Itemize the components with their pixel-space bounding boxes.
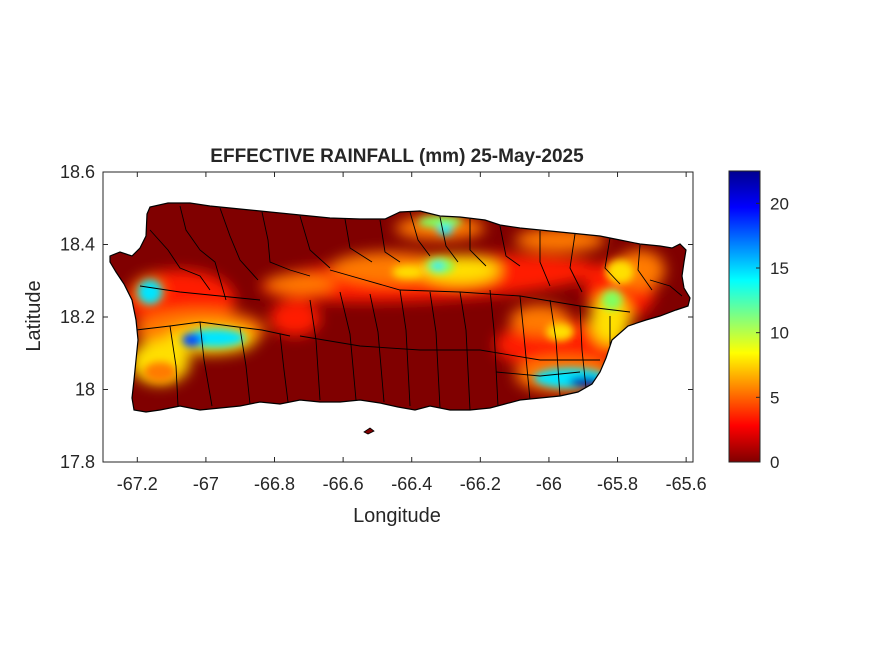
rainfall-patch [418, 216, 462, 228]
municipality-line [399, 289, 411, 407]
x-axis-label: Longitude [353, 505, 441, 527]
municipality-line [604, 237, 621, 285]
municipality-line [344, 218, 373, 263]
y-tick-label: 18.4 [60, 235, 95, 255]
colorbar-tick-label: 0 [770, 453, 779, 472]
y-tick-label: 18.2 [60, 307, 95, 327]
colorbar-gradient [728, 170, 761, 463]
rainfall-patch [546, 323, 574, 341]
colorbar-tick-label: 20 [770, 194, 789, 213]
municipality-line [409, 211, 431, 257]
municipality-line [135, 321, 291, 337]
rainfall-patch [437, 225, 453, 235]
colorbar: 0 5 10 15 20 [728, 170, 789, 472]
rainfall-patch [606, 260, 634, 284]
chart-title: EFFECTIVE RAINFALL (mm) 25-May-2025 [210, 146, 584, 167]
municipality-line [329, 269, 631, 313]
municipality-line [179, 205, 227, 301]
municipality-line [149, 229, 211, 291]
y-tick-label: 18 [75, 380, 95, 400]
municipality-line [469, 219, 487, 267]
municipality-line [637, 244, 653, 291]
rainfall-patch [392, 265, 424, 279]
x-axis-ticks: -67.2 -67 -66.8 -66.6 -66.4 -66.2 -66 -65.8 -65.… [117, 172, 707, 494]
municipality-line [495, 371, 581, 377]
rainfall-patch [270, 300, 320, 336]
municipality-line [219, 207, 259, 281]
municipality-line [299, 215, 331, 269]
cayo-islet [363, 427, 375, 435]
colorbar-tick-label: 10 [770, 324, 789, 343]
x-tick-label: -67.2 [117, 474, 158, 494]
municipality-line [379, 219, 401, 263]
municipality-line [299, 335, 600, 361]
municipality-line [539, 231, 551, 287]
y-tick-label: 18.6 [60, 162, 95, 182]
municipality-boundaries [135, 205, 683, 411]
island-outline [109, 202, 691, 413]
x-tick-label: -66 [536, 474, 562, 494]
municipality-line [499, 225, 521, 267]
municipality-line [519, 295, 531, 401]
municipality-line [239, 327, 251, 405]
rainfall-patch [602, 290, 622, 310]
x-tick-label: -65.8 [597, 474, 638, 494]
municipality-line [489, 289, 499, 407]
municipality-line [569, 233, 583, 293]
municipality-line [139, 285, 261, 301]
municipality-line [429, 291, 441, 409]
y-tick-label: 17.8 [60, 452, 95, 472]
rainfall-patch [144, 362, 176, 382]
municipality-line [279, 333, 289, 403]
municipality-line [169, 325, 179, 407]
y-axis-label: Latitude [23, 280, 45, 351]
municipality-line [261, 211, 311, 277]
colorbar-tick-label: 15 [770, 259, 789, 278]
municipality-line [439, 216, 459, 263]
municipality-line [339, 291, 357, 401]
municipality-line [309, 299, 321, 401]
colorbar-ticks: 0 5 10 15 20 [756, 194, 789, 472]
x-tick-label: -66.6 [323, 474, 364, 494]
municipality-line [199, 321, 213, 407]
x-tick-label: -66.8 [254, 474, 295, 494]
x-tick-label: -66.4 [391, 474, 432, 494]
x-tick-label: -65.6 [666, 474, 707, 494]
municipality-line [579, 305, 587, 389]
x-tick-label: -66.2 [460, 474, 501, 494]
rainfall-patch [265, 274, 335, 294]
x-tick-label: -67 [193, 474, 219, 494]
y-axis-ticks: 17.8 18 18.2 18.4 18.6 [60, 162, 693, 472]
municipality-line [369, 293, 385, 403]
rainfall-patch [182, 333, 202, 347]
municipality-line [549, 299, 561, 397]
municipality-line [649, 279, 683, 297]
rainfall-patch [138, 280, 162, 304]
colorbar-tick-label: 5 [770, 388, 779, 407]
rainfall-patch [432, 262, 444, 270]
rainfall-cores [138, 216, 634, 388]
municipality-line [459, 291, 471, 411]
